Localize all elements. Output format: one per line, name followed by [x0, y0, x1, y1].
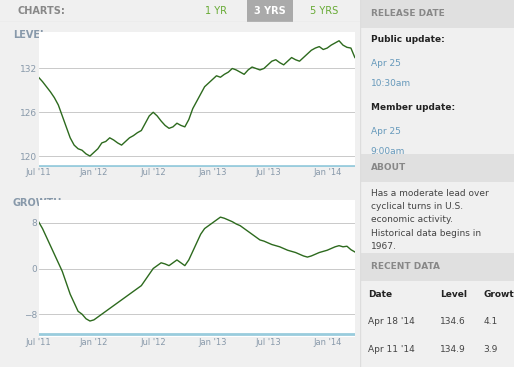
- Text: CHARTS:: CHARTS:: [18, 6, 66, 16]
- Text: 3 YRS: 3 YRS: [254, 6, 286, 16]
- Text: Apr 18 '14: Apr 18 '14: [368, 317, 414, 327]
- Bar: [247, 0, 293, 22]
- Text: 10:30am: 10:30am: [371, 79, 411, 88]
- Text: LEVEL: LEVEL: [13, 30, 46, 40]
- Text: 3.9: 3.9: [483, 345, 498, 354]
- Text: Date: Date: [368, 290, 392, 299]
- Text: Level: Level: [440, 290, 467, 299]
- Text: 4.1: 4.1: [483, 317, 498, 327]
- Bar: [360, 0, 514, 28]
- Bar: [360, 253, 514, 281]
- Text: 5 YRS: 5 YRS: [310, 6, 338, 16]
- Text: 134.6: 134.6: [440, 317, 466, 327]
- Bar: [360, 154, 514, 182]
- Text: Public update:: Public update:: [371, 35, 445, 44]
- Text: 134.9: 134.9: [440, 345, 466, 354]
- Text: RECENT DATA: RECENT DATA: [371, 262, 440, 272]
- Text: Apr 11 '14: Apr 11 '14: [368, 345, 414, 354]
- Text: 1 YR: 1 YR: [205, 6, 227, 16]
- Text: Apr 25: Apr 25: [371, 59, 400, 68]
- Text: ABOUT: ABOUT: [371, 163, 406, 172]
- Text: Has a moderate lead over
cyclical turns in U.S.
economic activity.
Historical da: Has a moderate lead over cyclical turns …: [371, 189, 488, 251]
- Text: GROWTH: GROWTH: [13, 198, 62, 208]
- Text: Apr 25: Apr 25: [371, 127, 400, 136]
- Text: Member update:: Member update:: [371, 103, 455, 112]
- Text: 9:00am: 9:00am: [371, 147, 405, 156]
- Text: RELEASE DATE: RELEASE DATE: [371, 9, 445, 18]
- Text: Growth: Growth: [483, 290, 514, 299]
